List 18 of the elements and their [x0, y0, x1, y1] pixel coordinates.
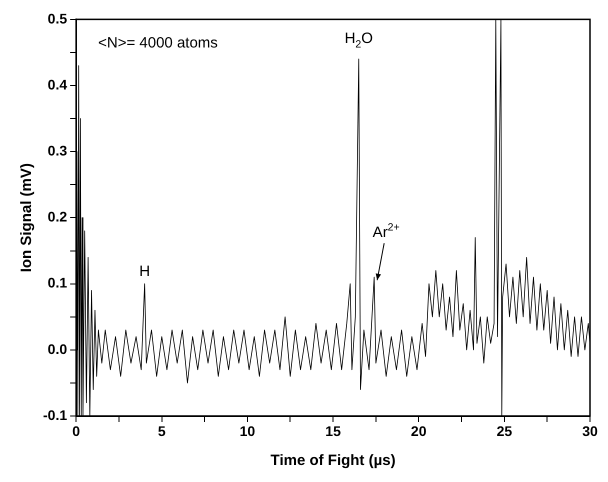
x-tick-label: 20	[410, 422, 427, 439]
x-tick-label: 30	[582, 422, 598, 439]
y-axis-title: Ion Signal (mV)	[18, 163, 36, 272]
y-tick-label: -0.1	[43, 406, 68, 423]
x-tick-label: 15	[325, 422, 342, 439]
y-tick-label: 0.4	[48, 76, 68, 92]
y-tick-label: 0.5	[48, 10, 68, 26]
y-tick-label: 0.3	[48, 142, 68, 158]
annotation: <N>= 4000 atoms	[98, 34, 218, 52]
x-tick-label: 25	[496, 422, 512, 439]
x-tick-label: 10	[240, 422, 256, 439]
y-tick-label: 0.0	[48, 340, 68, 357]
x-axis-title: Time of Fight (µs)	[270, 452, 396, 470]
y-tick-label: 0.1	[48, 274, 68, 291]
annotation: H	[139, 262, 150, 280]
x-tick-label: 0	[72, 422, 80, 439]
y-tick-label: 0.2	[48, 208, 68, 225]
x-tick-label: 5	[158, 422, 166, 439]
